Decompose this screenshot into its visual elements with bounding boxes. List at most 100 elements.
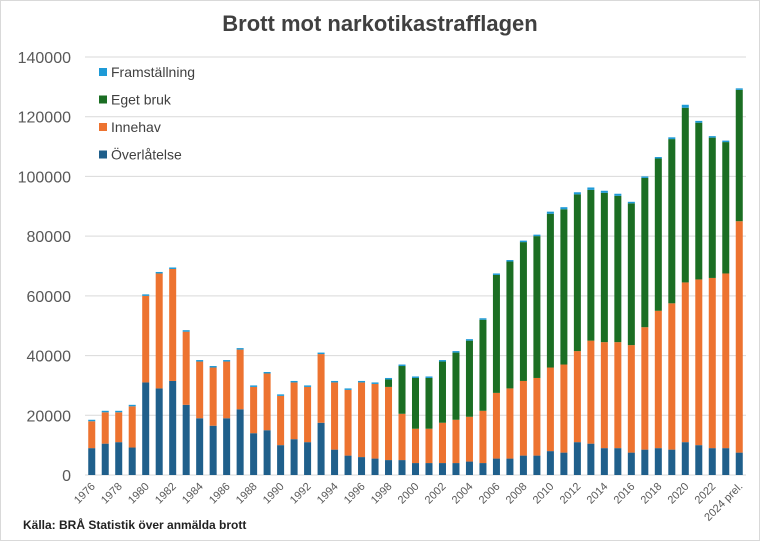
bar-segment-eget-bruk [398,366,406,414]
bar-segment-framställning [236,348,244,350]
x-tick-label: 2006 [477,481,503,507]
x-tick-label: 1976 [72,481,98,507]
source-note: Källa: BRÅ Statistik över anmälda brott [23,518,247,532]
bar-segment-innehav [277,395,285,446]
bar-segment-framställning [250,385,258,387]
x-tick-label: 2014 [585,481,611,507]
bar-segment-framställning [371,382,379,384]
bar-segment-framställning [695,120,703,123]
bar-segment-innehav [142,295,150,383]
bar-segment-innehav [250,386,258,434]
bar-segment-innehav [223,361,231,419]
bar-segment-framställning [385,377,393,380]
bar-segment-överlåtelse [546,451,554,475]
bar-segment-eget-bruk [695,122,703,280]
bar-segment-överlåtelse [438,463,446,475]
bar-segment-eget-bruk [573,194,581,352]
bar-segment-framställning [398,364,406,367]
bar-segment-innehav [533,377,541,456]
bar-segment-överlåtelse [169,380,177,475]
bar-segment-innehav [438,422,446,464]
bar-segment-framställning [128,404,136,407]
bar-segment-framställning [304,385,312,387]
x-tick-label: 2010 [531,481,557,507]
chart-title: Brott mot narkotikastrafflagen [222,11,538,36]
bar-segment-innehav [560,364,568,453]
bar-segment-överlåtelse [223,418,231,475]
x-tick-label: 1984 [180,481,206,507]
bar-segment-innehav [385,386,393,461]
x-tick-label: 1996 [342,481,368,507]
bar-segment-överlåtelse [465,461,473,475]
bar-segment-överlåtelse [371,458,379,475]
bar-segment-innehav [668,303,676,450]
bar-segment-överlåtelse [735,452,743,475]
bar-segment-framställning [573,192,581,195]
x-tick-label: 1980 [126,481,152,507]
bar-segment-innehav [209,367,217,426]
bar-segment-överlåtelse [411,463,420,475]
bar-segment-eget-bruk [519,242,527,381]
bar-segment-innehav [263,373,271,431]
legend-label: Framställning [111,64,195,80]
x-tick-label: 1998 [369,481,395,507]
bar-segment-eget-bruk [506,261,514,389]
x-tick-label: 2016 [612,481,638,507]
bar-segment-eget-bruk [735,89,743,222]
bar-segment-innehav [465,416,473,462]
bar-segment-innehav [236,349,244,410]
bar-segment-framställning [722,140,730,143]
bar-segment-innehav [695,279,703,446]
x-tick-label: 1988 [234,481,260,507]
y-tick-label: 40000 [27,349,72,366]
bar-segment-framställning [115,410,123,413]
bar-segment-framställning [492,273,500,275]
bar-segment-innehav [371,383,379,459]
bar-segment-framställning [290,380,298,383]
bar-segment-framställning [425,376,433,378]
bar-segment-framställning [519,240,527,243]
bar-segment-innehav [600,342,608,449]
bar-segment-framställning [627,201,635,204]
bar-segment-innehav [641,327,649,450]
bar-segment-innehav [627,345,635,453]
bar-segment-innehav [492,392,500,459]
legend-label: Eget bruk [111,92,172,108]
bar-segment-eget-bruk [681,107,689,283]
bar-segment-överlåtelse [600,448,608,475]
bar-segment-överlåtelse [385,460,393,475]
bar-segment-framställning [182,330,190,332]
bar-segment-framställning [641,176,649,178]
y-tick-label: 120000 [18,110,71,127]
bar-segment-överlåtelse [290,439,298,475]
bar-segment-överlåtelse [317,422,325,475]
legend-swatch [99,68,107,76]
bar-segment-innehav [452,419,460,464]
bar-segment-innehav [128,406,136,448]
bar-segment-framställning [317,352,325,355]
bar-segment-framställning [277,394,285,396]
legend-label: Innehav [111,119,161,135]
bar-segment-överlåtelse [519,455,527,475]
bar-segment-eget-bruk [668,139,676,304]
bar-segment-framställning [344,388,352,390]
bar-segment-innehav [573,351,581,443]
bar-segment-eget-bruk [438,361,446,423]
bar-segment-överlåtelse [479,463,487,475]
bar-segment-överlåtelse [708,448,716,475]
x-tick-label: 1978 [99,481,125,507]
bar-segment-eget-bruk [708,137,716,278]
bar-segment-överlåtelse [277,445,285,475]
bar-segment-överlåtelse [452,463,460,475]
bar-segment-eget-bruk [722,142,730,274]
bar-segment-framställning [614,193,622,196]
bar-segment-innehav [722,273,730,449]
bar-segment-framställning [708,136,716,138]
bar-segment-eget-bruk [587,189,595,341]
bar-segment-överlåtelse [560,452,568,475]
x-tick-label: 2000 [396,481,422,507]
bar-segment-framställning [506,260,514,262]
bar-segment-eget-bruk [385,379,393,387]
